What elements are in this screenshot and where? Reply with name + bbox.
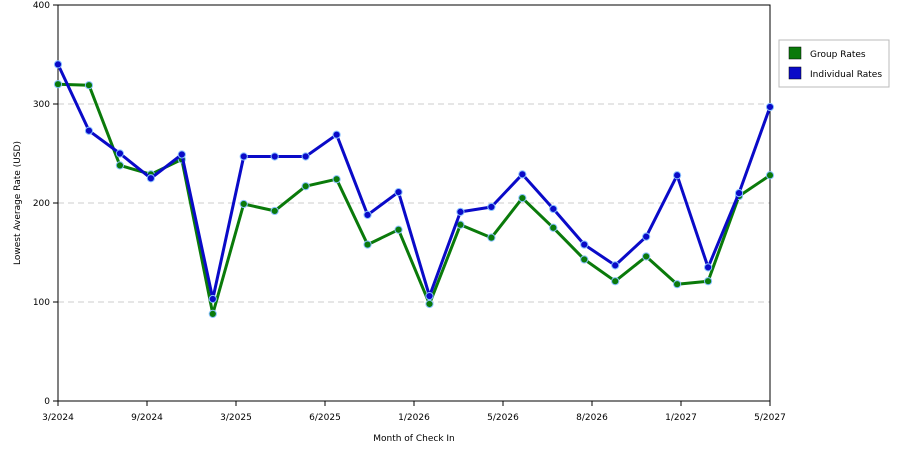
x-tick-label: 5/2026	[487, 413, 519, 423]
data-point-individual-rates	[549, 204, 558, 214]
data-point-group-rates	[765, 171, 775, 180]
y-tick-label: 0	[44, 397, 50, 407]
data-point-group-rates	[425, 299, 434, 309]
data-point-group-rates	[301, 182, 310, 191]
data-point-individual-rates	[487, 202, 496, 212]
data-point-group-rates	[611, 277, 620, 286]
data-point-individual-rates	[673, 171, 682, 180]
series-group-rates	[53, 80, 775, 318]
data-point-group-rates	[580, 255, 589, 264]
gridlines	[58, 103, 770, 303]
data-point-group-rates	[53, 80, 63, 89]
x-ticks: 3/2024 9/2024 3/2025 6/2025 1/2026 5/2026 8/20…	[42, 401, 786, 423]
data-point-individual-rates	[53, 60, 63, 69]
series-individual-rates	[53, 60, 775, 304]
x-tick-label: 1/2027	[665, 413, 697, 423]
x-tick-label: 8/2026	[576, 413, 608, 423]
series-line-group-rates	[57, 82, 771, 316]
series-line-individual-rates	[56, 63, 772, 301]
y-axis-title: Lowest Average Rate (USD)	[13, 141, 23, 265]
data-point-group-rates	[642, 252, 651, 261]
y-tick-label: 300	[33, 100, 50, 110]
data-point-group-rates	[703, 277, 713, 286]
data-point-individual-rates	[518, 170, 527, 179]
legend: Group Rates Individual Rates	[778, 39, 890, 88]
data-point-individual-rates	[146, 174, 155, 183]
data-point-individual-rates	[208, 294, 217, 304]
data-point-individual-rates	[84, 126, 94, 135]
legend-label-group-rates: Group Rates	[810, 50, 866, 60]
legend-swatch-group-rates	[788, 46, 802, 60]
data-point-individual-rates	[456, 207, 465, 217]
data-point-group-rates	[270, 206, 279, 216]
data-point-group-rates	[84, 81, 94, 90]
data-point-individual-rates	[611, 261, 620, 270]
data-point-group-rates	[549, 223, 558, 232]
y-tick-label: 200	[33, 199, 50, 209]
data-point-individual-rates	[239, 152, 248, 161]
x-tick-label: 5/2027	[754, 413, 786, 423]
data-point-individual-rates	[332, 130, 341, 139]
data-point-group-rates	[115, 161, 125, 170]
y-ticks: 0 100 200 300 400	[33, 1, 58, 407]
data-point-individual-rates	[642, 232, 651, 241]
data-point-individual-rates	[270, 152, 279, 161]
data-point-group-rates	[518, 193, 527, 203]
data-point-group-rates	[363, 240, 372, 249]
y-tick-label: 100	[33, 298, 50, 308]
legend-label-individual-rates: Individual Rates	[810, 70, 882, 80]
data-point-group-rates	[239, 199, 248, 209]
data-point-group-rates	[487, 233, 496, 242]
data-point-individual-rates	[394, 188, 403, 197]
data-point-group-rates	[673, 280, 682, 289]
x-tick-label: 6/2025	[309, 413, 341, 423]
data-point-individual-rates	[177, 150, 186, 159]
y-tick-label: 400	[33, 1, 50, 11]
data-point-individual-rates	[115, 149, 125, 158]
x-tick-label: 3/2024	[42, 413, 74, 423]
data-point-individual-rates	[301, 152, 310, 161]
x-tick-label: 9/2024	[131, 413, 163, 423]
data-point-individual-rates	[765, 102, 775, 112]
x-tick-label: 1/2026	[398, 413, 430, 423]
data-point-individual-rates	[734, 189, 744, 198]
data-point-group-rates	[332, 175, 341, 184]
data-point-individual-rates	[703, 263, 713, 272]
data-point-individual-rates	[363, 210, 372, 219]
data-point-group-rates	[208, 309, 217, 318]
series	[53, 60, 775, 318]
data-point-individual-rates	[425, 291, 434, 301]
legend-swatch-individual-rates	[788, 66, 802, 80]
x-tick-label: 3/2025	[220, 413, 252, 423]
data-point-individual-rates	[580, 240, 589, 249]
x-axis-title: Month of Check In	[373, 434, 455, 444]
data-point-group-rates	[394, 225, 403, 234]
